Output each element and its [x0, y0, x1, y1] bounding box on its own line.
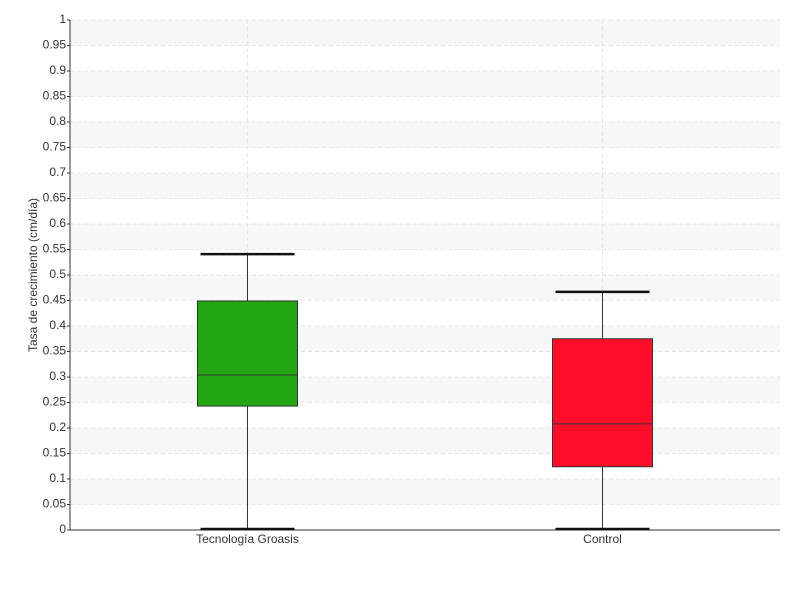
- x-tick-label: Tecnología Groasis: [196, 532, 299, 546]
- y-tick-label: 0.5: [49, 267, 66, 281]
- y-tick-label: 0.6: [49, 216, 66, 230]
- grid-band: [70, 71, 780, 97]
- y-tick-label: 0.55: [43, 242, 67, 256]
- box: [552, 338, 653, 468]
- y-tick-label: 1: [59, 12, 66, 26]
- y-tick-label: 0.65: [43, 191, 67, 205]
- y-tick-label: 0.9: [49, 63, 66, 77]
- y-tick-label: 0.3: [49, 369, 66, 383]
- y-tick-label: 0.1: [49, 471, 66, 485]
- grid-band: [70, 275, 780, 301]
- grid-band: [70, 377, 780, 403]
- y-tick-label: 0.2: [49, 420, 66, 434]
- y-tick-label: 0.4: [49, 318, 66, 332]
- box: [197, 300, 298, 407]
- y-tick-label: 0.15: [43, 446, 67, 460]
- y-tick-label: 0.75: [43, 140, 67, 154]
- grid-band: [70, 326, 780, 352]
- grid-band: [70, 173, 780, 199]
- y-axis-label: Tasa de crecimiento (cm/día): [26, 198, 40, 352]
- grid-band: [70, 428, 780, 454]
- y-tick-label: 0.25: [43, 395, 67, 409]
- y-tick-label: 0.95: [43, 38, 67, 52]
- grid-band: [70, 20, 780, 46]
- grid-band: [70, 224, 780, 250]
- y-tick-label: 0.45: [43, 293, 67, 307]
- grid-band: [70, 122, 780, 148]
- y-tick-label: 0.85: [43, 89, 67, 103]
- y-tick-label: 0: [59, 522, 66, 536]
- y-tick-label: 0.8: [49, 114, 66, 128]
- x-tick-label: Control: [583, 532, 622, 546]
- y-tick-label: 0.35: [43, 344, 67, 358]
- y-tick-label: 0.05: [43, 497, 67, 511]
- grid-band: [70, 479, 780, 505]
- y-tick-label: 0.7: [49, 165, 66, 179]
